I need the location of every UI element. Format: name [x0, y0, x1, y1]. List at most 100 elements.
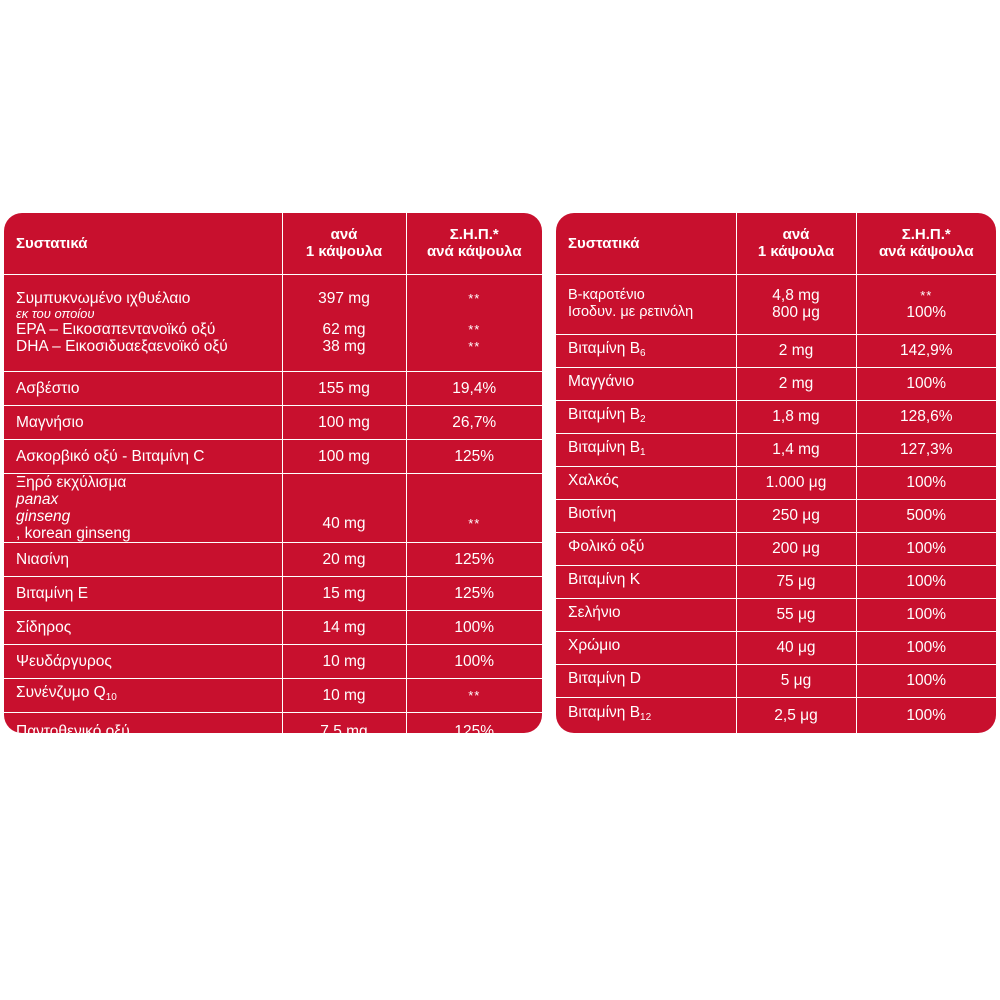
table-row: Βιταμίνη D 5 μg 100% [556, 663, 996, 698]
pantothenic-amount: 7,5 mg [281, 711, 407, 733]
ingredient-amount: 1.000 μg [735, 465, 857, 500]
table-row: Φολικό οξύ 200 μg 100% [556, 531, 996, 566]
table-row: Ξηρό εκχύλισμα panax ginseng, korean gin… [4, 472, 542, 543]
table-row: Ασκορβικό οξύ - Βιταμίνη C 100 mg 125% [4, 438, 542, 474]
header-rda-line1: Σ.Η.Π.* [449, 226, 499, 244]
ingredient-amount: 155 mg [281, 370, 407, 406]
ingredient-name: Βιταμίνη Κ [568, 570, 641, 588]
ingredient-amount: 15 mg [281, 575, 407, 611]
table-row: Συνένζυμο Q10 10 mg ** [4, 677, 542, 713]
ingredient-name: Σελήνιο [568, 603, 621, 621]
table-row: Νιασίνη 20 mg 125% [4, 541, 542, 577]
header-rda-line2: ανά κάψουλα [426, 243, 522, 261]
ingredient-name: Ασβέστιο [4, 370, 283, 406]
left-nutrition-table: Συστατικά ανά 1 κάψουλα Σ.Η.Π.* ανά κάψο… [4, 213, 542, 733]
fish-oil-rda: ** [468, 291, 481, 306]
ingredient-amount: 2 mg [735, 333, 857, 368]
ingredient-amount: 75 μg [735, 564, 857, 599]
dha-rda: ** [468, 339, 481, 354]
ingredient-amount: 100 mg [281, 404, 407, 440]
ingredient-amount: 1,4 mg [735, 432, 857, 467]
ingredient-name: Μαγγάνιο [568, 372, 635, 390]
fish-oil-name-cell: Συμπυκνωμένο ιχθυέλαιο εκ του οποίου EPA… [4, 273, 283, 372]
ingredient-name: Χαλκός [568, 471, 619, 489]
ingredient-name: Βιταμίνη Β [568, 339, 641, 357]
table-row: Χρώμιο 40 μg 100% [556, 630, 996, 665]
ingredient-name: Βιταμίνη Β [568, 704, 641, 722]
carotene-rda-line2: 100% [906, 304, 947, 321]
ingredient-amount: 20 mg [281, 541, 407, 577]
ingredient-rda: 128,6% [855, 399, 996, 434]
carotene-rda-cell: ** 100% [855, 273, 996, 335]
left-nutrition-table-panel: Συστατικά ανά 1 κάψουλα Σ.Η.Π.* ανά κάψο… [4, 213, 542, 733]
epa-name: EPA – Εικοσαπεντανοϊκό οξύ [16, 321, 216, 338]
ingredient-name-cell: Χαλκός [556, 465, 737, 500]
fish-oil-amount: 397 mg [318, 290, 370, 307]
ingredient-subscript: 1 [640, 446, 646, 458]
ingredient-rda: 100% [855, 663, 996, 698]
ingredient-amount: 10 mg [281, 643, 407, 679]
ingredient-rda: 100% [855, 597, 996, 632]
ingredient-amount: 40 μg [735, 630, 857, 665]
ingredient-name: Χρώμιο [568, 636, 621, 654]
right-nutrition-table-panel: Συστατικά ανά 1 κάψουλα Σ.Η.Π.* ανά κάψο… [556, 213, 996, 733]
table-row: Βιταμίνη Ε 15 mg 125% [4, 575, 542, 611]
ingredient-rda: 100% [855, 630, 996, 665]
ingredient-name-cell: Βιταμίνη Β12 [556, 696, 737, 733]
ingredient-name: Ψευδάργυρος [4, 643, 283, 679]
ingredient-rda: 26,7% [405, 404, 542, 440]
ingredient-rda: 125% [405, 575, 542, 611]
table-row: Σίδηρος 14 mg 100% [4, 609, 542, 645]
ingredient-rda: 19,4% [405, 370, 542, 406]
ingredient-name: Βιταμίνη Β [568, 438, 641, 456]
header-amount-line2: 1 κάψουλα [757, 243, 835, 261]
ingredient-name-cell: Βιταμίνη D [556, 663, 737, 698]
carotene-amount-line1: 4,8 mg [772, 287, 820, 304]
table-row: Συμπυκνωμένο ιχθυέλαιο εκ του οποίου EPA… [4, 273, 542, 372]
table-row: Βιταμίνη Β1 1,4 mg 127,3% [556, 432, 996, 467]
ingredient-name-cell: Σελήνιο [556, 597, 737, 632]
ingredient-subscript: 2 [640, 413, 646, 425]
table-row: Ασβέστιο 155 mg 19,4% [4, 370, 542, 406]
ginseng-name-line1: Ξηρό εκχύλισμα panax [16, 474, 276, 508]
header-rda-line2: ανά κάψουλα [878, 243, 974, 261]
carotene-name-line1: Β-καροτένιο [568, 287, 645, 303]
carotene-name-line2: Ισοδυν. με ρετινόλη [568, 304, 694, 320]
ingredient-name: Μαγνήσιο [4, 404, 283, 440]
epa-amount: 62 mg [322, 321, 366, 338]
dha-name: DHA – Εικοσιδυαεξαενοϊκό οξύ [16, 338, 228, 355]
ingredient-rda: 500% [855, 498, 996, 533]
ginseng-rda: ** [405, 472, 542, 543]
table-row: Ψευδάργυρος 10 mg 100% [4, 643, 542, 679]
fish-oil-rda-cell: ** ** ** [405, 273, 542, 372]
table-row: Σελήνιο 55 μg 100% [556, 597, 996, 632]
ingredient-rda: 100% [855, 366, 996, 401]
ingredient-amount: 100 mg [281, 438, 407, 474]
ingredient-name-cell: Βιταμίνη Κ [556, 564, 737, 599]
fish-oil-amount-cell: 397 mg 62 mg 38 mg [281, 273, 407, 372]
ingredient-name: Νιασίνη [4, 541, 283, 577]
ginseng-name-plain2: , korean ginseng [16, 524, 131, 542]
ingredient-rda: 100% [855, 564, 996, 599]
header-rda-line1: Σ.Η.Π.* [901, 226, 951, 244]
ginseng-name-line2: ginseng, korean ginseng [16, 508, 276, 542]
ingredient-name: Βιταμίνη Ε [4, 575, 283, 611]
coq10-rda-value: ** [468, 687, 481, 703]
table-row: Μαγγάνιο 2 mg 100% [556, 366, 996, 401]
ingredient-amount: 14 mg [281, 609, 407, 645]
table-header-row: Συστατικά ανά 1 κάψουλα Σ.Η.Π.* ανά κάψο… [4, 213, 542, 275]
ginseng-rda-value: ** [468, 515, 481, 531]
ingredient-subscript: 6 [640, 347, 646, 359]
ingredient-amount: 200 μg [735, 531, 857, 566]
ginseng-name-italic2: ginseng [16, 507, 71, 525]
header-amount: ανά 1 κάψουλα [281, 213, 407, 275]
ingredient-rda: 100% [855, 531, 996, 566]
header-amount-line1: ανά [330, 226, 358, 244]
ingredient-rda: 100% [405, 609, 542, 645]
ingredient-amount: 55 μg [735, 597, 857, 632]
ginseng-name-cell: Ξηρό εκχύλισμα panax ginseng, korean gin… [4, 472, 283, 543]
ingredient-amount: 1,8 mg [735, 399, 857, 434]
ginseng-name-italic: panax [16, 490, 59, 508]
ingredient-rda: 127,3% [855, 432, 996, 467]
header-rda: Σ.Η.Π.* ανά κάψουλα [405, 213, 542, 275]
